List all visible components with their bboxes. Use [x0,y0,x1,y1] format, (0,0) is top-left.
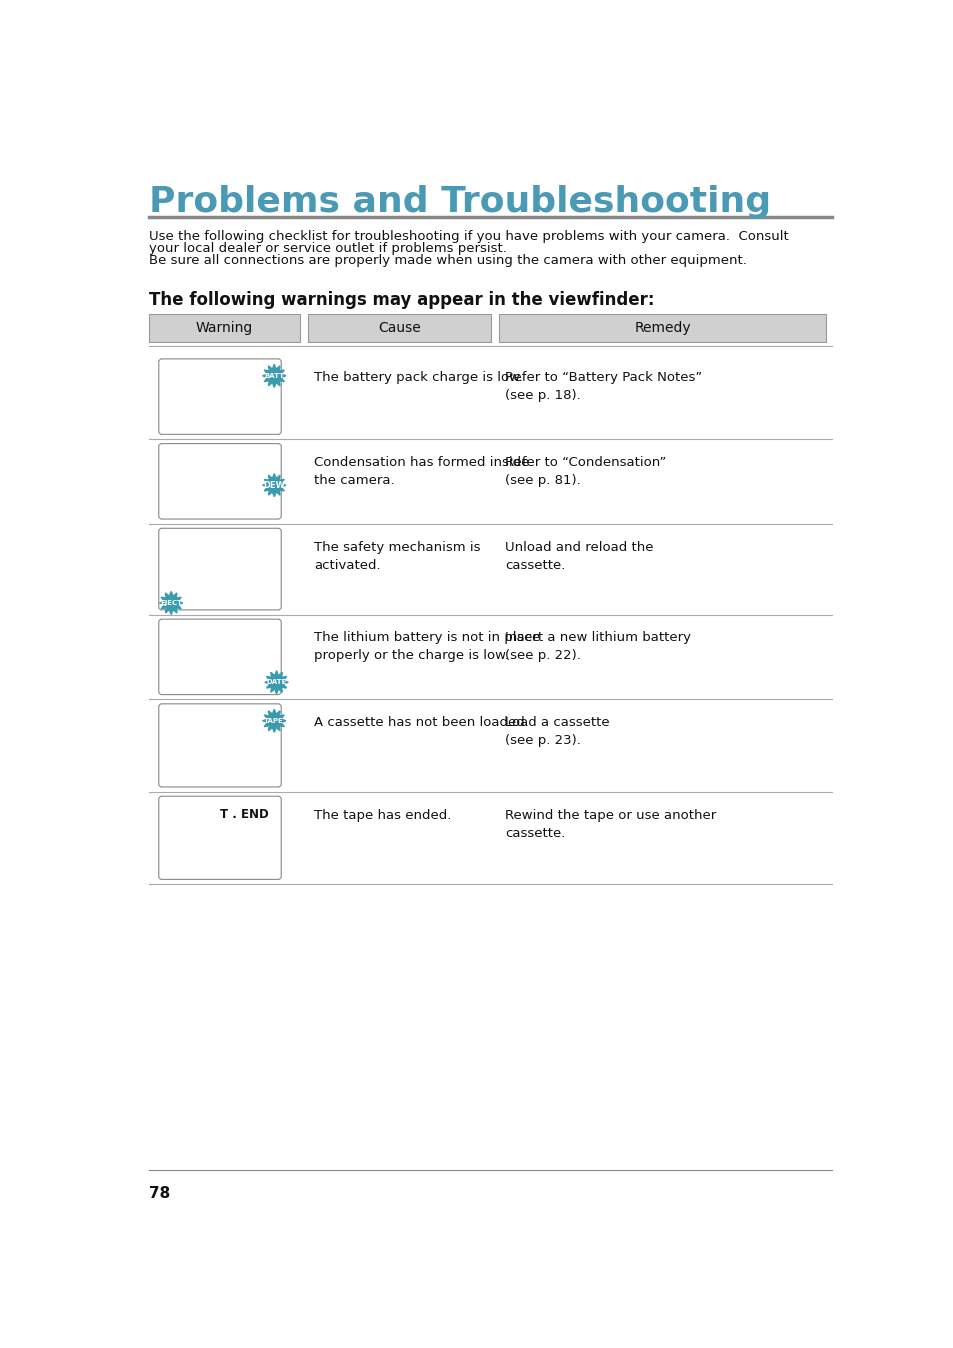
Polygon shape [265,671,288,694]
Text: Problems and Troubleshooting: Problems and Troubleshooting [149,185,770,218]
Text: Be sure all connections are properly made when using the camera with other equip: Be sure all connections are properly mad… [149,255,746,267]
Text: The tape has ended.: The tape has ended. [314,809,451,821]
Text: Load a cassette
(see p. 23).: Load a cassette (see p. 23). [505,716,609,747]
Text: The battery pack charge is low.: The battery pack charge is low. [314,371,522,384]
FancyBboxPatch shape [307,314,491,342]
Text: The safety mechanism is
activated.: The safety mechanism is activated. [314,541,479,572]
Polygon shape [262,364,286,387]
Text: Insert a new lithium battery
(see p. 22).: Insert a new lithium battery (see p. 22)… [505,631,691,662]
Polygon shape [262,709,286,732]
Text: 78: 78 [149,1186,170,1201]
FancyBboxPatch shape [158,528,281,609]
FancyBboxPatch shape [158,704,281,787]
FancyBboxPatch shape [158,797,281,879]
FancyBboxPatch shape [158,619,281,694]
Text: Use the following checklist for troubleshooting if you have problems with your c: Use the following checklist for troubles… [149,229,787,243]
Text: your local dealer or service outlet if problems persist.: your local dealer or service outlet if p… [149,241,506,255]
Text: EJECT: EJECT [160,600,182,607]
Text: The lithium battery is not in place
properly or the charge is low.: The lithium battery is not in place prop… [314,631,539,662]
Polygon shape [262,473,286,496]
Text: Warning: Warning [195,321,253,336]
FancyBboxPatch shape [149,314,299,342]
FancyBboxPatch shape [498,314,825,342]
Text: Rewind the tape or use another
cassette.: Rewind the tape or use another cassette. [505,809,716,840]
Text: Refer to “Condensation”
(see p. 81).: Refer to “Condensation” (see p. 81). [505,456,666,487]
Text: Condensation has formed inside
the camera.: Condensation has formed inside the camer… [314,456,529,487]
FancyBboxPatch shape [158,443,281,519]
Text: Remedy: Remedy [634,321,690,336]
Text: A cassette has not been loaded.: A cassette has not been loaded. [314,716,528,729]
Text: DEW: DEW [263,481,285,489]
Text: The following warnings may appear in the viewfinder:: The following warnings may appear in the… [149,291,654,309]
Text: Unload and reload the
cassette.: Unload and reload the cassette. [505,541,653,572]
Text: TAPE: TAPE [264,717,284,724]
Text: T . END: T . END [220,809,269,821]
Text: Cause: Cause [377,321,420,336]
Polygon shape [159,592,183,615]
Text: BATT: BATT [264,373,284,379]
Text: DATE: DATE [266,679,287,685]
FancyBboxPatch shape [158,359,281,434]
Text: Refer to “Battery Pack Notes”
(see p. 18).: Refer to “Battery Pack Notes” (see p. 18… [505,371,701,402]
